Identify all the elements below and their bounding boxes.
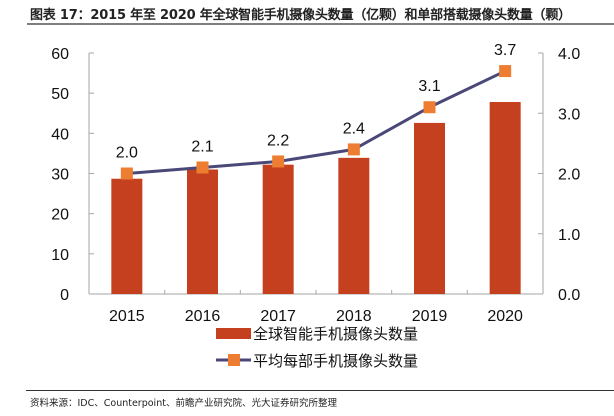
right-tick-label: 3.0 <box>558 106 580 123</box>
x-tick-label: 2017 <box>260 308 296 325</box>
left-tick-label: 20 <box>51 207 69 224</box>
right-axis: 0.0 1.0 2.0 3.0 4.0 <box>538 46 580 304</box>
source-note: 资料来源：IDC、Counterpoint、前瞻产业研究院、光大证券研究所整理 <box>30 398 337 409</box>
data-label: 3.7 <box>494 42 516 59</box>
data-label: 2.1 <box>191 138 213 155</box>
data-label: 2.2 <box>267 132 289 149</box>
data-label: 2.4 <box>343 120 365 137</box>
left-tick-label: 50 <box>51 86 69 103</box>
left-axis: 0 10 20 30 40 50 60 <box>51 46 94 304</box>
bar <box>111 178 143 294</box>
line-marker <box>423 101 436 114</box>
bar-series <box>111 102 521 295</box>
right-tick-label: 0.0 <box>558 287 580 304</box>
left-tick-label: 60 <box>51 46 69 63</box>
legend-bar-label: 全球智能手机摄像头数量 <box>253 325 418 343</box>
x-axis: 2015 2016 2017 2018 2019 2020 <box>89 290 543 325</box>
source-divider <box>26 390 614 391</box>
left-tick-label: 40 <box>51 126 69 143</box>
legend-bar-swatch <box>216 328 251 339</box>
line-marker <box>120 167 133 180</box>
bar <box>187 169 218 294</box>
x-tick-label: 2015 <box>109 308 145 325</box>
bar <box>338 157 370 294</box>
line-marker <box>196 161 209 174</box>
line-marker <box>347 143 360 156</box>
data-label: 2.0 <box>116 145 138 162</box>
line-marker <box>272 155 285 168</box>
data-label: 3.1 <box>418 78 440 95</box>
x-tick-label: 2016 <box>185 308 221 325</box>
legend-line-label: 平均每部手机摄像头数量 <box>253 352 418 370</box>
title-divider <box>27 23 614 25</box>
x-tick-label: 2019 <box>412 308 448 325</box>
right-tick-label: 2.0 <box>558 167 580 184</box>
line-path <box>126 69 506 175</box>
left-tick-label: 30 <box>51 167 69 184</box>
legend: 全球智能手机摄像头数量 平均每部手机摄像头数量 <box>216 325 418 370</box>
right-tick-label: 4.0 <box>558 46 580 63</box>
legend-marker-swatch <box>228 354 240 366</box>
line-marker <box>499 65 512 78</box>
bar <box>262 164 294 294</box>
left-tick-label: 0 <box>60 287 69 304</box>
right-tick-label: 1.0 <box>558 227 580 244</box>
x-tick-label: 2018 <box>336 308 372 325</box>
line-series: 2.0 2.1 2.2 2.4 3.1 3.7 <box>116 42 516 180</box>
chart-title: 图表 17：2015 年至 2020 年全球智能手机摄像头数量（亿颗）和单部搭载… <box>30 8 571 23</box>
left-tick-label: 10 <box>51 247 69 264</box>
x-tick-label: 2020 <box>487 308 523 325</box>
bar <box>489 102 521 295</box>
bar <box>414 122 445 294</box>
